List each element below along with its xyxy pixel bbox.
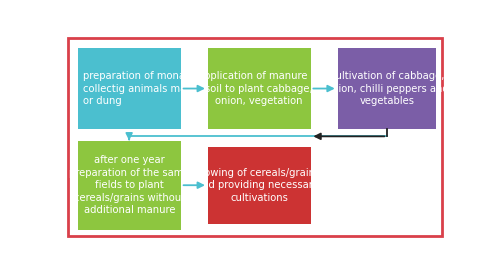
Text: preparation of mona and
collectig animals manure
or dung: preparation of mona and collectig animal… <box>82 71 208 106</box>
FancyBboxPatch shape <box>78 140 180 230</box>
FancyBboxPatch shape <box>338 48 436 129</box>
FancyBboxPatch shape <box>208 147 310 224</box>
Text: cultivation of cabbage,
onion, chilli peppers and
vegetables: cultivation of cabbage, onion, chilli pe… <box>326 71 448 106</box>
FancyBboxPatch shape <box>78 48 180 129</box>
Text: application of manure in
soil to plant cabbage,
onion, vegetation: application of manure in soil to plant c… <box>198 71 320 106</box>
Text: after one year
preparation of the same
fields to plant
cereals/grains without
ad: after one year preparation of the same f… <box>69 156 190 215</box>
Text: sowing of cereals/grains
and providing necessarly
cultivations: sowing of cereals/grains and providing n… <box>196 168 322 202</box>
FancyBboxPatch shape <box>208 48 310 129</box>
